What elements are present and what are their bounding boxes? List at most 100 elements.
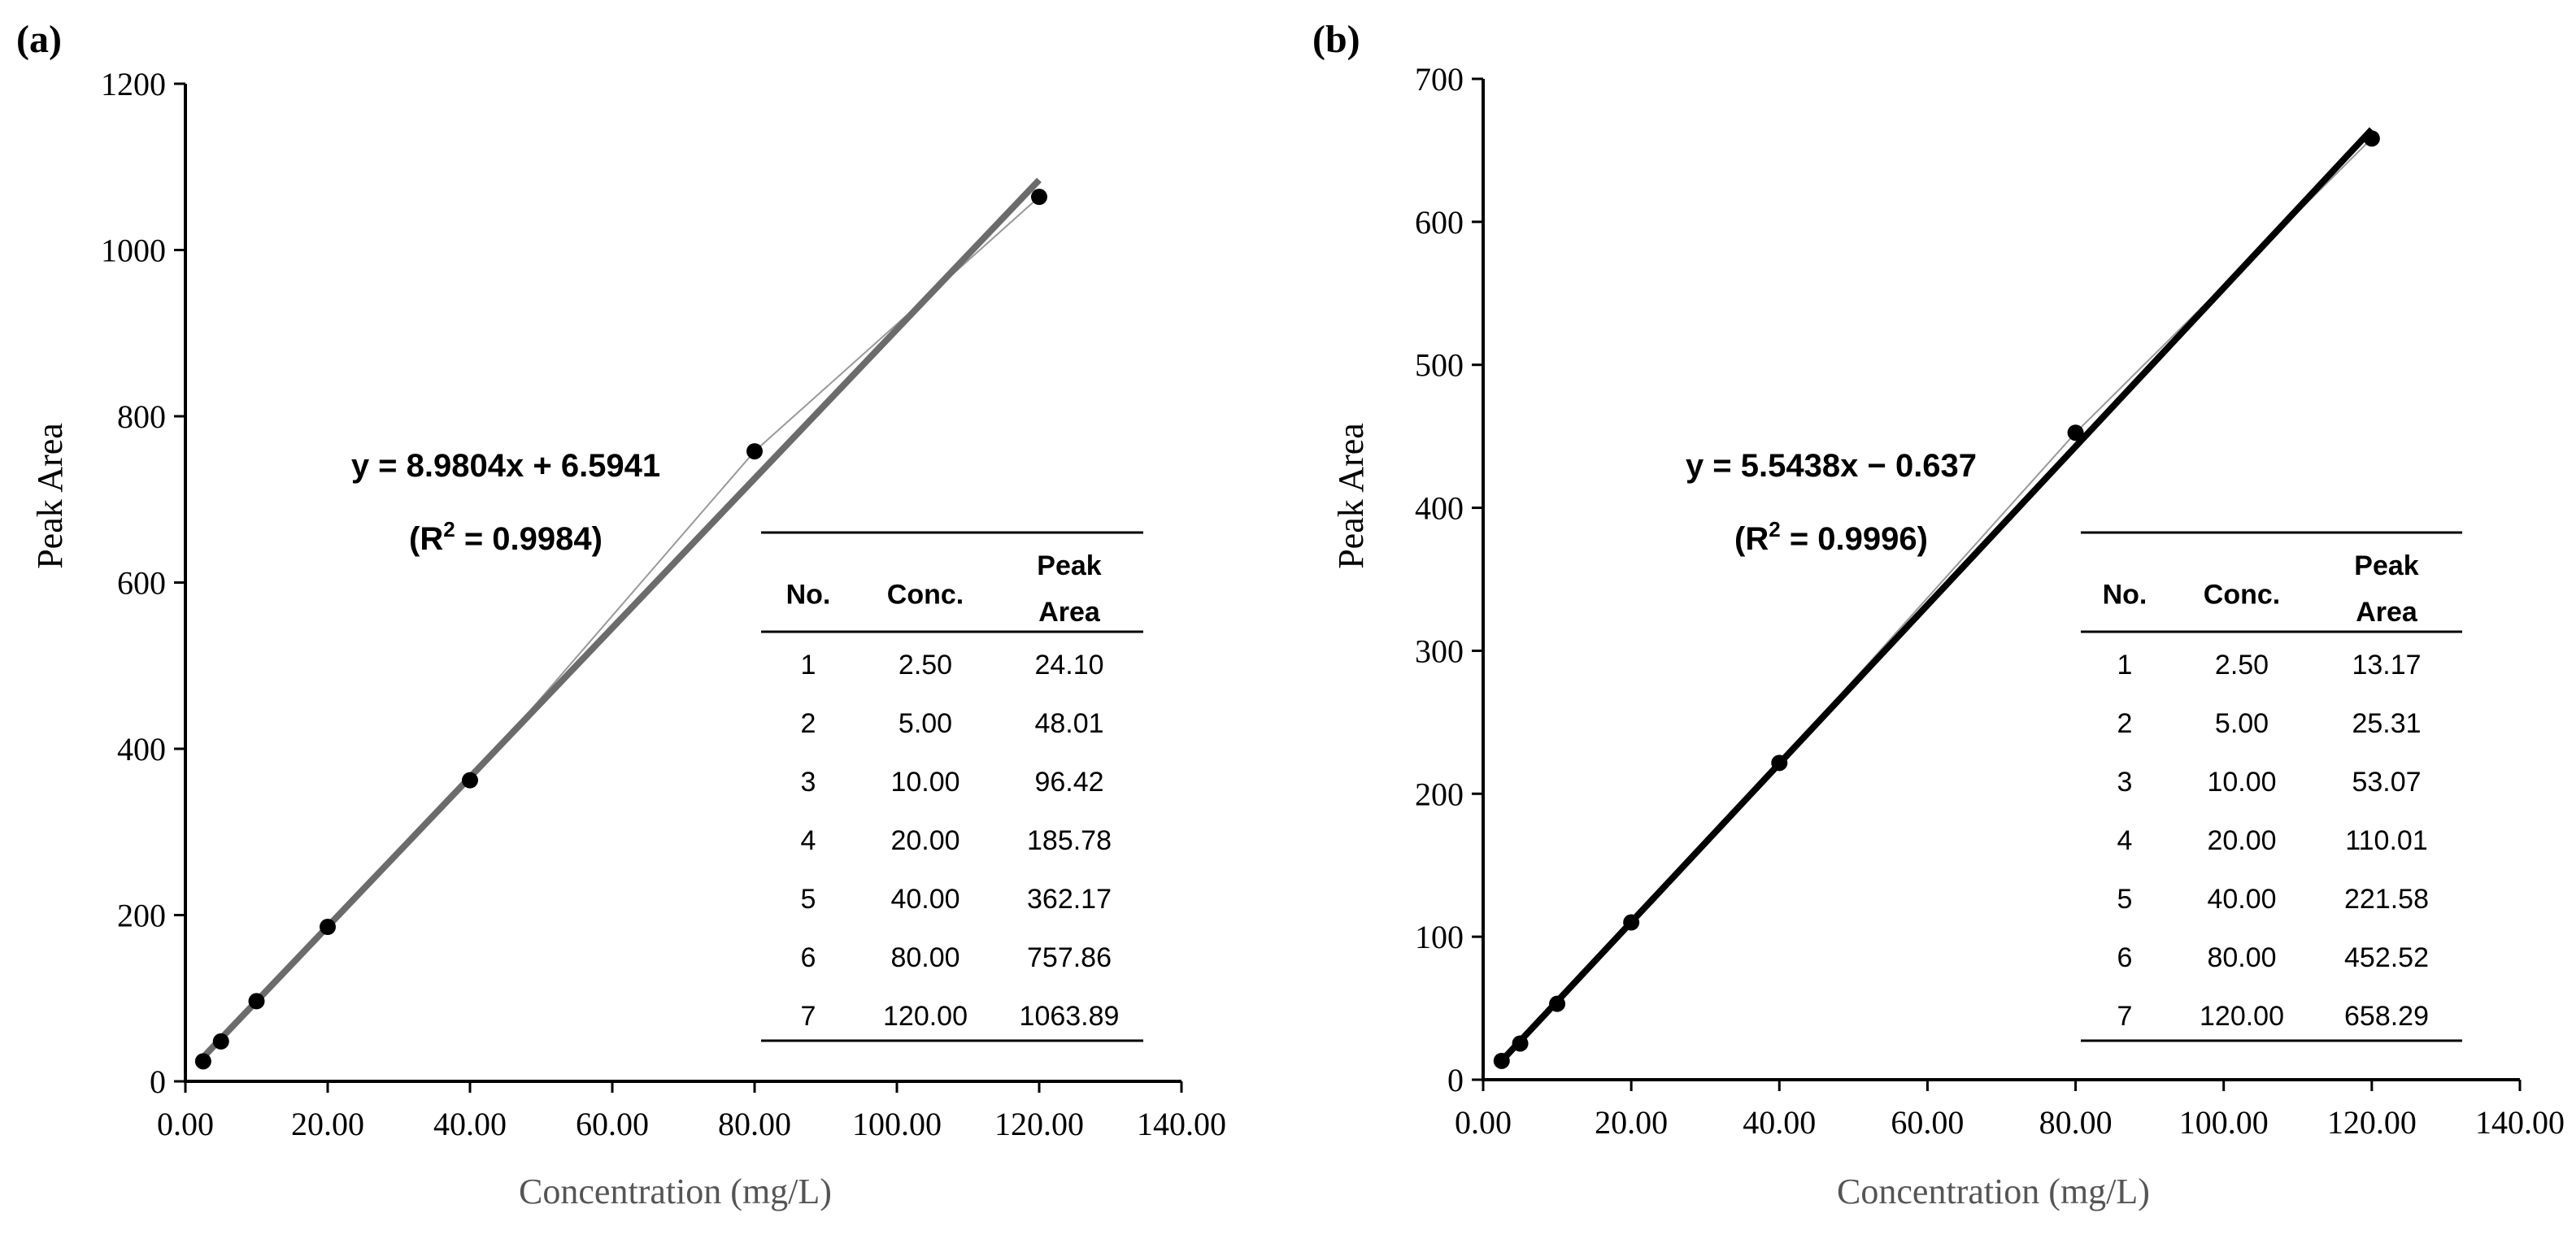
table-cell: 20.00: [890, 825, 959, 856]
table-cell: 221.58: [2344, 884, 2429, 915]
r-squared-value: = 0.9984): [455, 521, 603, 557]
table-cell: 7: [801, 1001, 816, 1032]
table-header-peak: Peak: [2354, 550, 2418, 581]
x-tick-label: 100.00: [2179, 1104, 2269, 1141]
x-tick-label: 20.00: [291, 1106, 364, 1142]
r-squared-superscript: 2: [443, 517, 455, 541]
y-tick-label: 400: [117, 731, 166, 768]
data-point: [248, 993, 265, 1010]
table-cell: 1: [2117, 650, 2133, 681]
y-tick-label: 500: [1415, 347, 1464, 384]
panel-a: (a) 0 200 400 600 800 1000 1200 0.00 20.00 40.00 60…: [16, 18, 1226, 1211]
table-cell: 4: [2117, 825, 2133, 856]
r-squared-superscript: 2: [1769, 517, 1780, 541]
table-header-no: No.: [786, 580, 831, 611]
data-table: No. Conc. Peak Area 1 2.50 13.17 2 5.00 25.31 3 10.…: [2081, 531, 2462, 1042]
y-tick-label: 200: [117, 898, 166, 934]
table-header-area: Area: [2356, 597, 2418, 628]
y-tick-label: 200: [1415, 776, 1464, 812]
r-squared: (R2 = 0.9996): [1734, 517, 1928, 557]
x-axis-title: Concentration (mg/L): [1837, 1172, 2150, 1211]
table-cell: 185.78: [1027, 825, 1112, 856]
table-cell: 5: [2117, 884, 2133, 915]
data-point: [1771, 754, 1788, 772]
table-header-peak: Peak: [1037, 550, 1101, 581]
y-tick-label: 400: [1415, 490, 1464, 527]
x-tick-label: 60.00: [576, 1106, 649, 1142]
x-tick-label: 40.00: [433, 1106, 507, 1142]
table-cell: 40.00: [2207, 884, 2276, 915]
y-tick-label: 0: [1447, 1062, 1464, 1098]
data-point: [2067, 424, 2084, 441]
x-tick-label: 120.00: [2327, 1104, 2417, 1141]
table-cell: 13.17: [2352, 650, 2421, 681]
panel-b: (b) 0 100 200 300 400 500 600 700 0.00 20.00 40.00 6…: [1312, 18, 2565, 1211]
table-header-conc: Conc.: [887, 580, 964, 611]
r-squared: (R2 = 0.9984): [409, 517, 603, 557]
data-point: [1031, 189, 1047, 206]
panel-label: (b): [1312, 18, 1360, 61]
table-cell: 80.00: [2207, 942, 2276, 973]
y-axis-title: Peak Area: [1331, 423, 1371, 569]
table-cell: 80.00: [890, 942, 959, 973]
y-tick-label: 100: [1415, 919, 1464, 955]
data-point: [1549, 995, 1566, 1012]
table-cell: 3: [801, 767, 816, 798]
r-squared-label: (R: [1734, 521, 1769, 557]
y-tick-label: 600: [1415, 204, 1464, 241]
fit-equation: y = 8.9804x + 6.5941: [351, 448, 660, 484]
trendline: [1499, 127, 2374, 1063]
table-header-area: Area: [1038, 597, 1101, 628]
data-table: No. Conc. Peak Area 1 2.50 24.10 2 5.00 48.01 3 10.…: [761, 531, 1143, 1042]
x-axis-title: Concentration (mg/L): [519, 1172, 832, 1211]
table-cell: 2: [801, 708, 816, 739]
y-axis-title: Peak Area: [30, 423, 70, 569]
y-tick-label: 0: [150, 1063, 166, 1100]
r-squared-value: = 0.9996): [1781, 521, 1928, 557]
table-cell: 757.86: [1027, 942, 1112, 973]
x-tick-label: 80.00: [718, 1106, 791, 1142]
table-cell: 48.01: [1034, 708, 1103, 739]
table-cell: 6: [2117, 942, 2133, 973]
data-point: [462, 772, 478, 789]
table-cell: 1: [801, 650, 816, 681]
x-tick-label: 0.00: [1455, 1104, 1512, 1141]
table-header-conc: Conc.: [2204, 580, 2280, 611]
table-cell: 10.00: [2207, 767, 2276, 798]
table-cell: 452.52: [2344, 942, 2429, 973]
r-squared-label: (R: [409, 521, 443, 557]
y-tick-label: 300: [1415, 633, 1464, 669]
table-cell: 3: [2117, 767, 2133, 798]
table-header-no: No.: [2103, 580, 2147, 611]
data-point: [1512, 1035, 1529, 1052]
x-tick-label: 20.00: [1595, 1104, 1668, 1141]
x-tick-label: 60.00: [1891, 1104, 1964, 1141]
x-tick-label: 140.00: [1137, 1106, 1226, 1142]
x-tick-label: 80.00: [2039, 1104, 2113, 1141]
data-point: [1493, 1052, 1510, 1069]
table-cell: 40.00: [890, 884, 959, 915]
trendline: [200, 177, 1042, 1060]
panel-label: (a): [16, 18, 62, 61]
table-cell: 1063.89: [1020, 1001, 1120, 1032]
table-cell: 120.00: [883, 1001, 968, 1032]
table-cell: 24.10: [1034, 650, 1103, 681]
table-cell: 110.01: [2345, 825, 2427, 856]
table-cell: 658.29: [2344, 1001, 2429, 1032]
x-tick-label: 100.00: [852, 1106, 942, 1142]
table-cell: 2.50: [2215, 650, 2269, 681]
data-point: [320, 919, 336, 936]
table-cell: 6: [801, 942, 816, 973]
x-tick-label: 120.00: [994, 1106, 1084, 1142]
data-point: [1623, 914, 1640, 931]
data-point: [746, 443, 763, 460]
table-cell: 20.00: [2207, 825, 2276, 856]
table-cell: 120.00: [2200, 1001, 2284, 1032]
table-cell: 5: [801, 884, 816, 915]
table-cell: 7: [2117, 1001, 2133, 1032]
x-tick-label: 0.00: [157, 1106, 214, 1142]
y-tick-label: 700: [1415, 61, 1464, 98]
table-cell: 5.00: [2215, 708, 2269, 739]
table-cell: 96.42: [1034, 767, 1103, 798]
